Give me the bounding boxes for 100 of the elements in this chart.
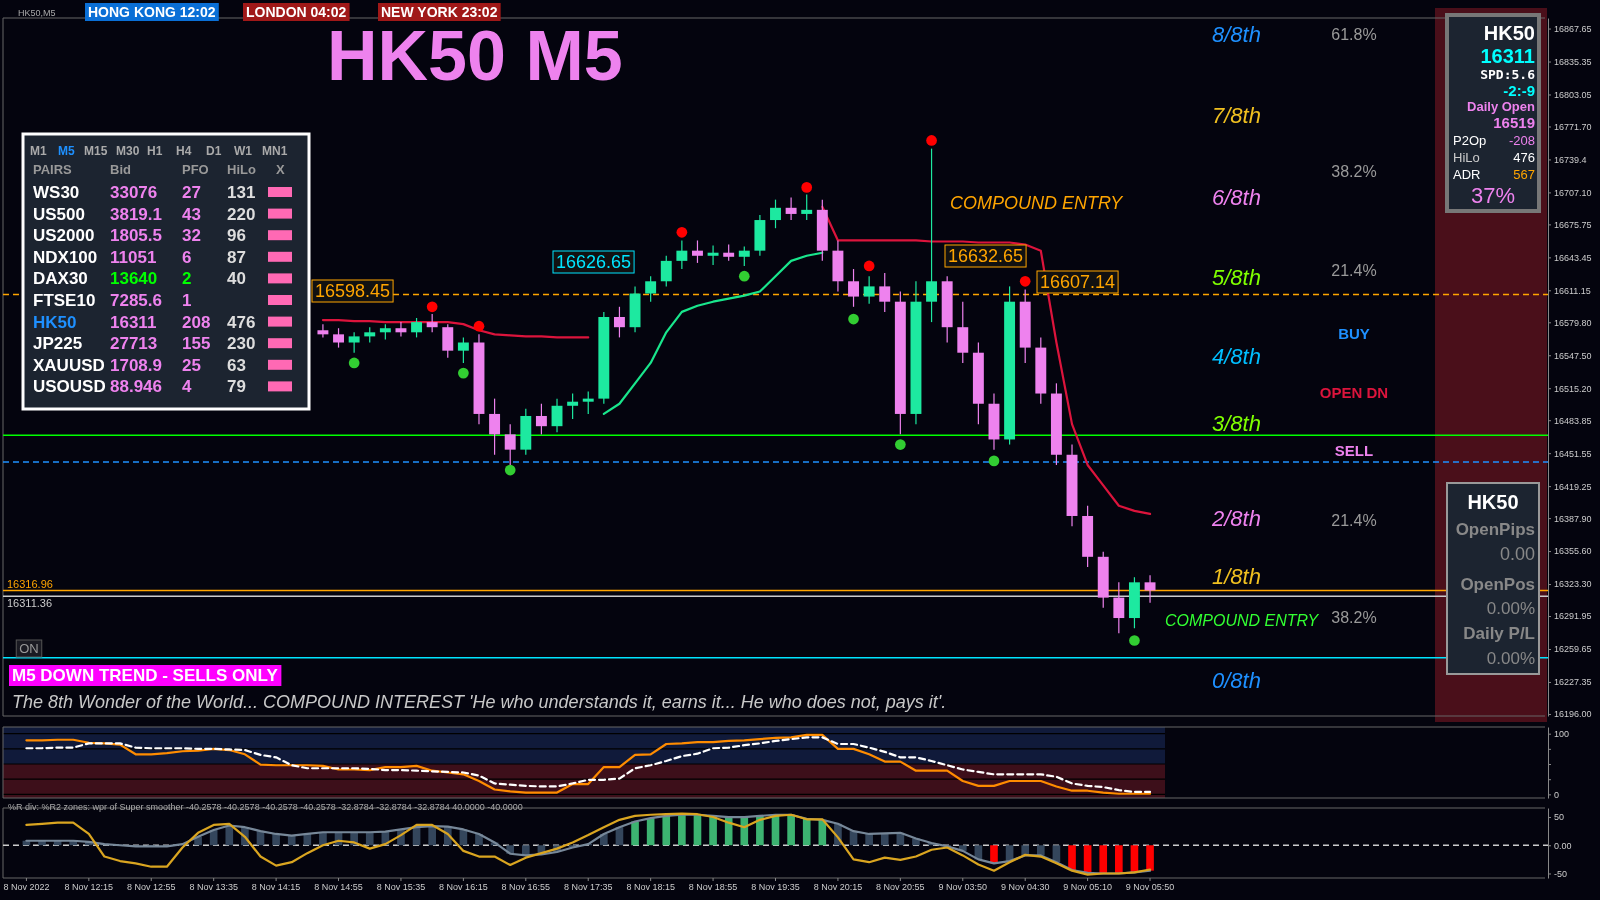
annotation: FTSE10 [33,291,96,310]
x-tick-label: 8 Nov 20:15 [813,882,863,893]
annotation: 21.4% [1331,512,1377,530]
annotation: 37% [1470,183,1516,208]
annotation: HiLo [1453,150,1480,165]
annotation: %R div: %R2 zones: wpr of Super smoother -40.2578 -40.2578 -40.2578 -40.2578 -32.8784 -32.8784 -32.8784 40.0000 -40.0000 [8,802,523,812]
x-tick-label: 8 Nov 17:35 [563,882,613,893]
y-tick-label: 16196.00 [1554,709,1592,720]
y-tick-label: 16579.80 [1554,317,1592,328]
x-tick-label: 8 Nov 2022 [3,882,50,893]
x-tick-label: 8 Nov 14:15 [251,882,301,893]
annotation: 63 [227,355,246,375]
x-tick-label: 8 Nov 15:35 [376,882,426,893]
annotation: 0/8th [1212,667,1261,693]
annotation: 155 [182,334,211,354]
annotation: 7285.6 [110,291,162,310]
annotation: 27713 [110,334,158,354]
y-tick-label: 16611.15 [1554,285,1591,296]
annotation: X [276,162,285,177]
y-tick-label: 16707.10 [1554,187,1592,198]
annotation: JP225 [33,334,83,354]
annotation: P2Op [1453,133,1487,148]
annotation: 13640 [110,269,158,289]
annotation: Daily Open [1467,99,1536,114]
annotation: 6 [182,247,192,267]
x-tick-label: 8 Nov 18:55 [688,882,738,893]
y-tick-label: 16483.85 [1554,415,1592,426]
annotation: HiLo [227,162,256,177]
annotation: 40 [227,269,246,289]
x-tick-label: 8 Nov 12:55 [126,882,176,893]
annotation: 32 [182,226,201,246]
annotation: 220 [227,204,256,224]
annotation: W1 [234,144,253,158]
x-tick-label: 8 Nov 14:55 [314,882,363,893]
annotation: 8/8th [1212,21,1261,47]
annotation: 4/8th [1212,343,1261,369]
annotation: ADR [1453,167,1481,182]
annotation: 131 [227,183,256,202]
y-tick-label: 16835.35 [1554,56,1592,67]
y-tick-label: 16643.45 [1554,252,1592,263]
annotation: US2000 [33,226,95,246]
annotation: 33076 [110,183,158,202]
y-tick-label: 50 [1554,812,1565,823]
annotation: 1/8th [1212,563,1261,589]
y-tick-label: 16515.20 [1554,383,1592,394]
annotation: US500 [33,204,85,224]
y-tick-label: 16675.75 [1554,219,1592,230]
annotation: USOUSD [33,377,106,397]
y-tick-label: 16547.50 [1554,350,1592,361]
annotation: Bid [110,162,131,177]
annotation: 87 [227,247,246,267]
annotation: COMPOUND ENTRY [950,192,1125,213]
annotation: 11051 [110,247,157,267]
annotation: PFO [182,162,209,177]
annotation: M15 [84,144,108,158]
annotation: 0.00% [1486,599,1535,618]
annotation: 7/8th [1212,102,1261,128]
annotation: 96 [227,226,246,246]
x-tick-label: 8 Nov 16:15 [439,882,488,893]
annotation: 27 [182,183,201,202]
x-tick-label: 9 Nov 04:30 [1000,882,1050,893]
annotation: 0.00% [1486,649,1535,668]
annotation: 16311 [110,312,157,332]
annotation: H1 [147,144,163,158]
annotation: 61.8% [1331,26,1377,44]
x-tick-label: 9 Nov 05:50 [1125,882,1175,893]
annotation: 38.2% [1331,163,1377,181]
annotation: HK50 [33,312,77,332]
y-tick-label: 0 [1554,789,1560,800]
x-tick-label: 8 Nov 19:35 [751,882,800,893]
y-tick-label: 100 [1554,729,1570,740]
y-tick-label: 16771.70 [1554,121,1592,132]
annotation: OpenPos [1460,575,1535,594]
annotation: D1 [206,144,222,158]
x-tick-label: 8 Nov 13:35 [189,882,238,893]
annotation: 5/8th [1212,264,1261,290]
y-tick-label: 16291.95 [1554,611,1592,622]
annotation: 25 [182,355,201,375]
x-tick-label: 9 Nov 05:10 [1063,882,1112,893]
annotation: -2:-9 [1503,82,1535,99]
chart-title: HK50 M5 [327,17,623,95]
y-tick-label: 16323.30 [1554,579,1592,590]
y-tick-label: 16259.65 [1554,644,1592,655]
y-tick-label: 16803.05 [1554,89,1592,100]
annotation: 43 [182,204,201,224]
annotation: 1805.5 [110,226,162,246]
annotation: M30 [116,144,140,158]
annotation: 476 [1513,150,1535,165]
y-tick-label: -50 [1554,868,1568,879]
annotation: NDX100 [33,247,98,267]
y-tick-label: 16387.90 [1554,513,1592,524]
x-tick-label: 8 Nov 20:55 [876,882,925,893]
text: HK50,M5 [18,8,56,18]
annotation: OPEN DN [1319,384,1389,401]
y-tick-label: 16355.60 [1554,546,1592,557]
annotation: MN1 [262,144,288,158]
annotation: 16311 [1480,45,1535,67]
annotation: OpenPips [1455,520,1535,539]
annotation: The 8th Wonder of the World... COMPOUND INTEREST 'He who understands it, earns it... He who does not, pays it'. [12,692,947,712]
annotation: SPD:5.6 [1480,67,1536,82]
